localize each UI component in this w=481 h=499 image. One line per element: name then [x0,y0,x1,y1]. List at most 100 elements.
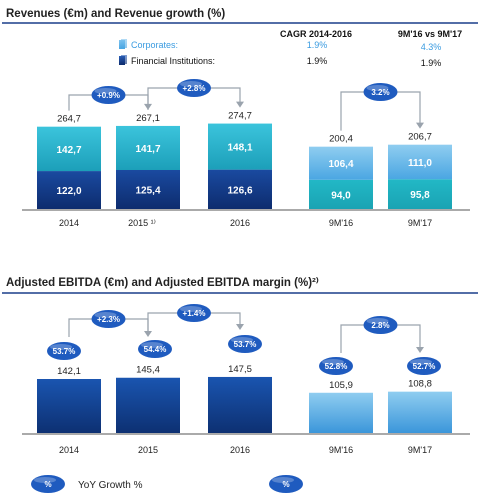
legend-swatch-corporates [119,39,127,49]
revenue-category-0: 2014 [59,218,79,228]
ebitda-value-label-4: 108,8 [408,379,432,390]
revenue-fi-label-4: 95,8 [410,190,430,201]
ebitda-bar-2 [208,376,272,433]
nine-value-0: 4.3% [421,42,442,52]
ebitda-bar-0 [37,379,101,433]
ebitda-category-1: 2015 [138,445,158,455]
revenue-growth-0-bubble [91,86,126,104]
revenue-growth-0-bubble-shine [94,88,117,94]
cagr-col2-header: 9M'16 vs 9M'17 [398,29,462,39]
revenue-fi-label-1: 125,4 [135,186,160,197]
ebitda-margin-4-label: 52.7% [413,362,436,371]
revenue-fi-label-3: 94,0 [331,190,351,201]
revenue-growth-2-label: 3.2% [371,88,389,97]
revenue-chart-title: Revenues (€m) and Revenue growth (%) [6,8,225,20]
ebitda-bar-3 [309,392,373,433]
revenue-bar-corporates-1 [116,125,180,171]
revenue-bar-fi-0 [37,171,101,209]
legend-symbol-0-label: % [44,480,51,489]
ebitda-growth-2-bubble-shine [366,318,389,324]
revenue-growth-0-label: +0.9% [97,91,120,100]
revenue-category-4: 9M'17 [408,218,432,228]
ebitda-margin-2-bubble [228,335,262,353]
revenue-bar-fi-4 [388,179,452,209]
ebitda-growth-0-bubble [91,310,126,328]
revenue-bar-corporates-2 [208,123,272,170]
revenue-growth-1-arrowhead [236,101,244,108]
revenue-corporates-label-3: 106,4 [328,159,353,170]
revenue-corporates-label-4: 111,0 [408,158,432,169]
revenue-bar-corporates-4 [388,144,452,180]
revenue-growth-1-bubble [177,79,211,97]
revenue-bar-fi-1 [116,170,180,209]
legend-symbol-1-bubble [269,475,303,493]
ebitda-chart-title: Adjusted EBITDA (€m) and Adjusted EBITDA… [6,276,319,289]
ebitda-growth-0-label: +2.3% [97,315,120,324]
revenue-growth-1-bubble-shine [180,81,202,87]
cagr-value-0: 1.9% [307,40,328,50]
ebitda-growth-1-arrowhead [236,324,244,330]
legend-symbol-1-label: % [282,480,289,489]
revenue-fi-label-2: 126,6 [227,185,252,196]
revenue-corporates-label-1: 141,7 [135,144,160,155]
ebitda-growth-0-bubble-shine [94,312,117,318]
revenue-category-3: 9M'16 [329,218,353,228]
ebitda-bar-4 [388,391,452,433]
ebitda-growth-1-bubble [177,304,211,322]
ebitda-bar-1 [116,377,180,433]
ebitda-growth-2-label: 2.8% [371,321,389,330]
ebitda-margin-0-label: 53.7% [53,347,76,356]
revenue-category-2: 2016 [230,218,250,228]
ebitda-margin-0-bubble [47,342,81,360]
revenue-category-1: 2015 ¹⁾ [128,218,156,228]
legend-symbol-1-bubble-shine [272,477,294,483]
legend-symbol-0-bubble [31,475,65,493]
ebitda-margin-2-label: 53.7% [234,340,257,349]
revenue-fi-label-0: 122,0 [56,186,81,197]
revenue-growth-2-bubble [363,83,398,101]
ebitda-margin-3-bubble-shine [322,359,344,365]
revenue-growth-2-arrowhead [416,122,424,129]
revenue-bar-corporates-0 [37,126,101,172]
revenue-growth-2-bubble-shine [366,85,389,91]
ebitda-category-0: 2014 [59,445,79,455]
revenue-corporates-label-2: 148,1 [227,143,252,154]
legend-label-fi: Financial Institutions: [131,56,215,66]
ebitda-value-label-3: 105,9 [329,380,353,391]
ebitda-value-label-0: 142,1 [57,366,81,377]
ebitda-margin-3-bubble [319,357,353,375]
ebitda-margin-3-label: 52.8% [325,362,348,371]
ebitda-margin-4-bubble [407,357,441,375]
ebitda-margin-1-bubble-shine [141,342,163,348]
revenue-total-label-1: 267,1 [136,113,160,124]
legend-swatch-fi [119,55,127,65]
ebitda-growth-1-bubble-shine [180,306,202,312]
nine-value-1: 1.9% [421,58,442,68]
ebitda-margin-4-bubble-shine [410,359,432,365]
revenue-growth-1-label: +2.8% [183,84,206,93]
ebitda-growth-2-bubble [363,316,398,334]
cagr-col1-header: CAGR 2014-2016 [280,29,352,39]
cagr-value-1: 1.9% [307,56,328,66]
legend-text-0: YoY Growth % [78,480,143,491]
ebitda-category-3: 9M'16 [329,445,353,455]
ebitda-category-2: 2016 [230,445,250,455]
ebitda-growth-1-label: +1.4% [183,309,206,318]
ebitda-category-4: 9M'17 [408,445,432,455]
revenue-bar-fi-2 [208,169,272,209]
revenue-total-label-3: 200,4 [329,134,353,145]
legend-symbol-0-bubble-shine [34,477,56,483]
revenue-bar-fi-3 [309,179,373,209]
revenue-total-label-4: 206,7 [408,132,432,143]
ebitda-margin-1-label: 54.4% [144,345,167,354]
ebitda-value-label-1: 145,4 [136,365,160,376]
revenue-bar-corporates-3 [309,146,373,180]
legend-label-corporates: Corporates: [131,40,178,50]
ebitda-margin-2-bubble-shine [231,337,253,343]
ebitda-growth-2-arrowhead [416,347,424,353]
ebitda-margin-0-bubble-shine [50,344,72,350]
ebitda-value-label-2: 147,5 [228,364,252,375]
revenue-corporates-label-0: 142,7 [56,145,81,156]
